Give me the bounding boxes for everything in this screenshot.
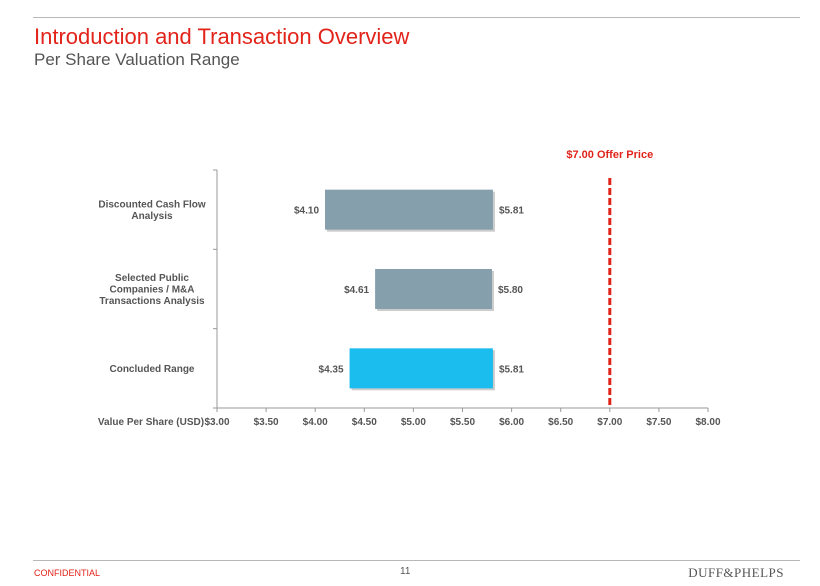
offer-price-label: $7.00 Offer Price (566, 149, 653, 161)
x-tick-label: $4.00 (303, 417, 328, 428)
x-tick-label: $5.50 (450, 417, 475, 428)
category-label: Companies / M&A (109, 285, 194, 296)
x-tick-label: $3.50 (254, 417, 279, 428)
x-axis-title: Value Per Share (USD) (98, 417, 204, 428)
bar-high-label: $5.81 (499, 364, 524, 375)
footer-rule (33, 560, 800, 561)
range-bar (375, 269, 492, 309)
x-tick-label: $7.50 (646, 417, 671, 428)
category-label: Transactions Analysis (99, 296, 205, 307)
x-tick-label: $5.00 (401, 417, 426, 428)
category-label: Discounted Cash Flow (98, 199, 205, 210)
bar-low-label: $4.10 (294, 206, 319, 217)
x-tick-label: $4.50 (352, 417, 377, 428)
x-tick-label: $8.00 (695, 417, 720, 428)
page-number: 11 (400, 566, 411, 577)
range-bar (349, 348, 493, 389)
x-tick-label: $6.00 (499, 417, 524, 428)
duff-phelps-logo: DUFF&PHELPS (688, 565, 784, 580)
category-label: Concluded Range (109, 364, 194, 375)
bar-high-label: $5.81 (499, 206, 524, 217)
confidential-label: CONFIDENTIAL (34, 568, 101, 578)
x-tick-label: $6.50 (548, 417, 573, 428)
x-tick-label: $7.00 (597, 417, 622, 428)
bar-low-label: $4.61 (344, 285, 369, 296)
page-subtitle: Per Share Valuation Range (34, 50, 240, 69)
page-title: Introduction and Transaction Overview (34, 24, 410, 49)
range-bar (325, 189, 493, 230)
x-tick-label: $3.00 (204, 417, 229, 428)
bar-low-label: $4.35 (319, 364, 344, 375)
top-rule (33, 17, 800, 18)
category-label: Analysis (131, 211, 173, 222)
category-label: Selected Public (115, 273, 189, 284)
bar-high-label: $5.80 (498, 285, 523, 296)
